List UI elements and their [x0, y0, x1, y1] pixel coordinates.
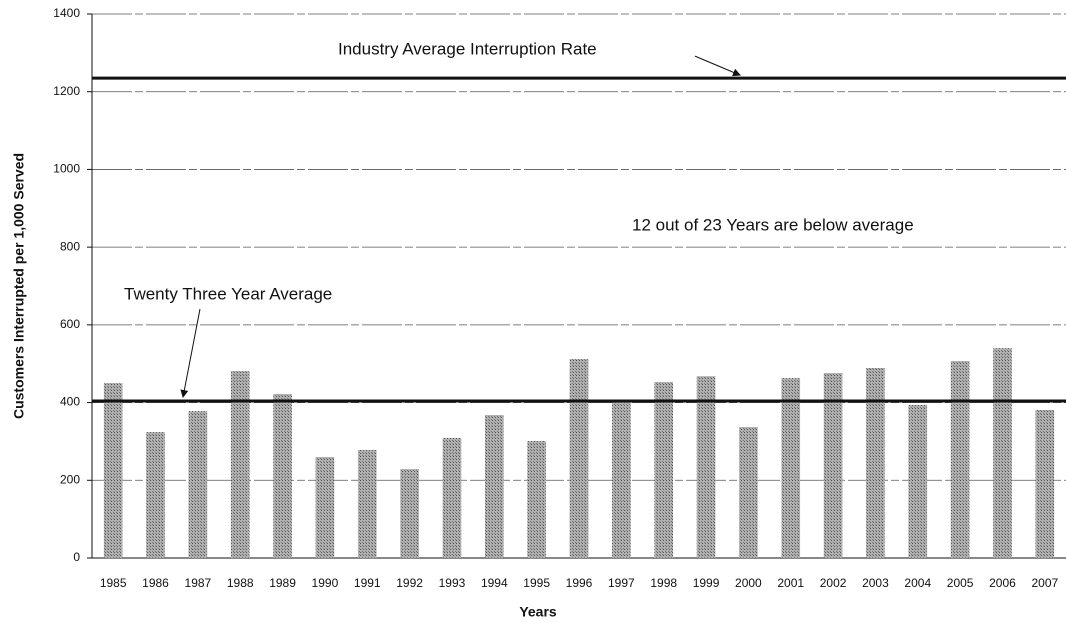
x-axis-title: Years — [519, 604, 557, 620]
annotation: 12 out of 23 Years are below average — [632, 215, 914, 234]
x-tick-label: 2005 — [947, 576, 974, 590]
x-tick-label: 2002 — [820, 576, 847, 590]
bar — [866, 367, 885, 558]
arrow — [180, 308, 201, 398]
bar — [527, 441, 546, 558]
x-tick-label: 1989 — [269, 576, 296, 590]
bar — [357, 449, 377, 558]
x-tick-label: 1993 — [439, 576, 466, 590]
x-tick-label: 1997 — [608, 576, 635, 590]
bar — [823, 373, 843, 558]
x-tick-label: 1990 — [312, 576, 339, 590]
bar — [230, 371, 250, 558]
bar — [273, 394, 292, 558]
x-tick-label: 1996 — [566, 576, 593, 590]
bar — [188, 411, 208, 558]
bar — [315, 456, 335, 558]
bar — [993, 348, 1012, 558]
annotation: Industry Average Interruption Rate — [338, 40, 597, 59]
bar — [569, 359, 589, 558]
bar — [146, 432, 165, 558]
x-tick-label: 2001 — [777, 576, 804, 590]
y-tick-label: 600 — [60, 317, 80, 331]
annotation: Twenty Three Year Average — [124, 285, 332, 304]
bar — [908, 404, 928, 558]
x-tick-label: 2004 — [904, 576, 931, 590]
x-tick-label: 1995 — [523, 576, 550, 590]
bar — [696, 376, 716, 558]
y-tick-label: 400 — [60, 395, 80, 409]
x-tick-label: 2006 — [989, 576, 1016, 590]
x-tick-label: 2003 — [862, 576, 889, 590]
y-tick-label: 1400 — [53, 6, 80, 20]
y-tick-label: 1200 — [53, 84, 80, 98]
bar — [400, 469, 419, 558]
y-tick-label: 1000 — [53, 162, 80, 176]
y-axis-title: Customers Interrupted per 1,000 Served — [11, 153, 27, 419]
x-tick-label: 1994 — [481, 576, 508, 590]
x-tick-label: 1988 — [227, 576, 254, 590]
x-tick-label: 2000 — [735, 576, 762, 590]
y-tick-label: 800 — [60, 239, 80, 253]
x-tick-label: 2007 — [1031, 576, 1058, 590]
bar — [442, 437, 462, 558]
x-tick-label: 1999 — [693, 576, 720, 590]
x-tick-label: 1985 — [100, 576, 127, 590]
bar — [739, 427, 758, 558]
bar — [1035, 409, 1055, 558]
x-tick-label: 1986 — [142, 576, 169, 590]
arrow — [694, 55, 741, 77]
x-tick-label: 1998 — [650, 576, 677, 590]
x-tick-label: 1991 — [354, 576, 381, 590]
bar — [950, 360, 970, 558]
x-tick-label: 1987 — [185, 576, 212, 590]
bar — [103, 383, 123, 558]
bar — [654, 381, 674, 558]
bar — [781, 378, 801, 558]
y-tick-label: 0 — [73, 550, 80, 564]
y-tick-label: 200 — [60, 472, 80, 486]
bar — [484, 415, 504, 558]
x-tick-label: 1992 — [396, 576, 423, 590]
bar — [612, 402, 631, 558]
